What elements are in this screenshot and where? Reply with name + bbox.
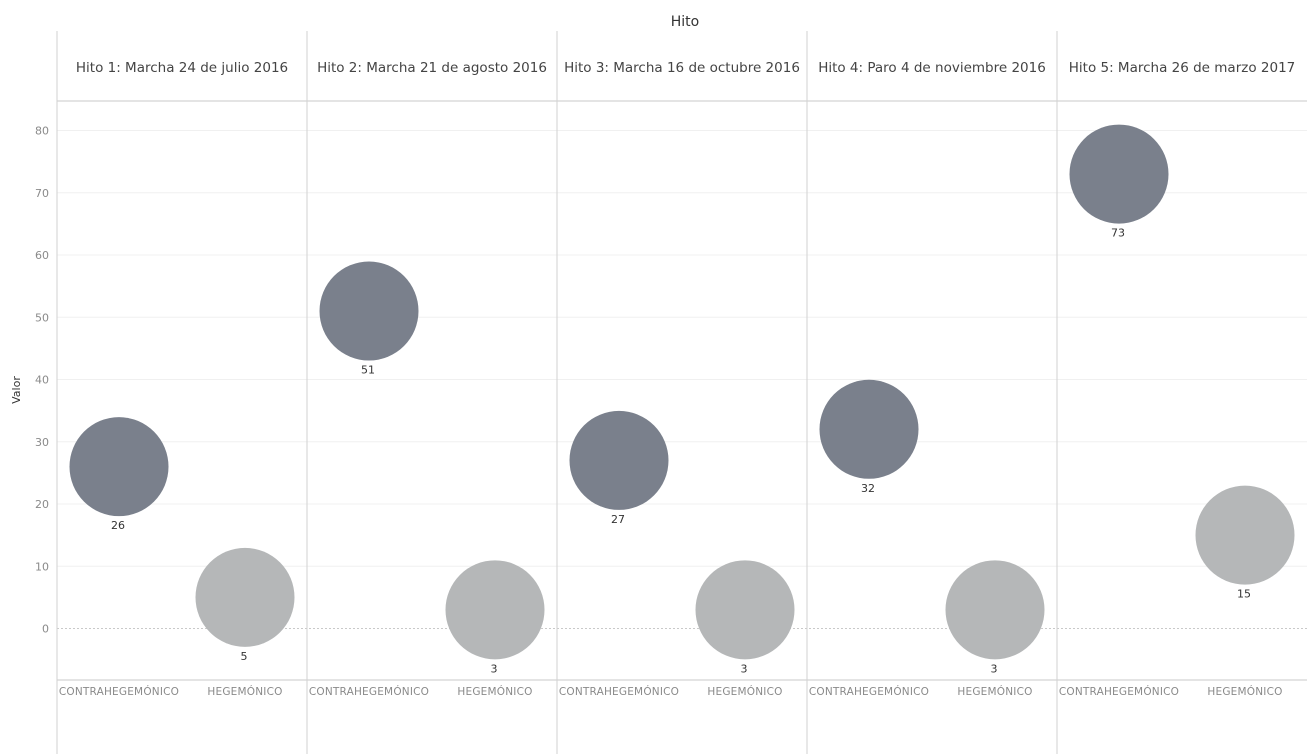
data-label: 3 [741,662,748,675]
data-label: 27 [611,513,625,526]
y-tick-label: 0 [42,623,49,636]
y-tick-label: 10 [35,560,49,573]
data-label: 15 [1237,588,1251,601]
bubble-mark[interactable] [1195,485,1295,585]
y-tick-label: 70 [35,187,49,200]
y-tick-label: 60 [35,249,49,262]
y-tick-label: 40 [35,374,49,387]
bubble-mark[interactable] [69,417,169,517]
bubble-mark[interactable] [569,410,669,510]
x-tick-label: HEGEMÓNICO [457,685,532,698]
data-label: 3 [491,662,498,675]
chart-title: Hito [671,14,699,30]
data-label: 51 [361,364,375,377]
panel-header: Hito 4: Paro 4 de noviembre 2016 [818,60,1046,76]
bubble-mark[interactable] [945,560,1045,660]
data-label: 3 [991,662,998,675]
panel-header: Hito 3: Marcha 16 de octubre 2016 [564,60,800,76]
y-tick-label: 30 [35,436,49,449]
bubble-mark[interactable] [319,261,419,361]
panel-header: Hito 5: Marcha 26 de marzo 2017 [1069,60,1296,76]
y-axis-label: Valor [10,376,23,404]
x-tick-label: CONTRAHEGEMÓNICO [309,685,429,698]
bubble-mark[interactable] [1069,124,1169,224]
x-tick-label: CONTRAHEGEMÓNICO [59,685,179,698]
bubble-mark[interactable] [445,560,545,660]
data-label: 73 [1111,227,1125,240]
bubble-mark[interactable] [819,379,919,479]
bubble-mark[interactable] [195,547,295,647]
panel-header: Hito 1: Marcha 24 de julio 2016 [76,60,288,76]
y-tick-label: 50 [35,311,49,324]
x-tick-label: HEGEMÓNICO [1207,685,1282,698]
x-tick-label: HEGEMÓNICO [957,685,1032,698]
data-label: 26 [111,519,125,532]
bubble-mark[interactable] [695,560,795,660]
x-tick-label: HEGEMÓNICO [707,685,782,698]
data-label: 32 [861,482,875,495]
data-label: 5 [241,650,248,663]
x-tick-label: CONTRAHEGEMÓNICO [809,685,929,698]
x-tick-label: CONTRAHEGEMÓNICO [1059,685,1179,698]
y-tick-label: 20 [35,498,49,511]
x-tick-label: CONTRAHEGEMÓNICO [559,685,679,698]
x-tick-label: HEGEMÓNICO [207,685,282,698]
y-tick-label: 80 [35,125,49,138]
panel-header: Hito 2: Marcha 21 de agosto 2016 [317,60,547,76]
